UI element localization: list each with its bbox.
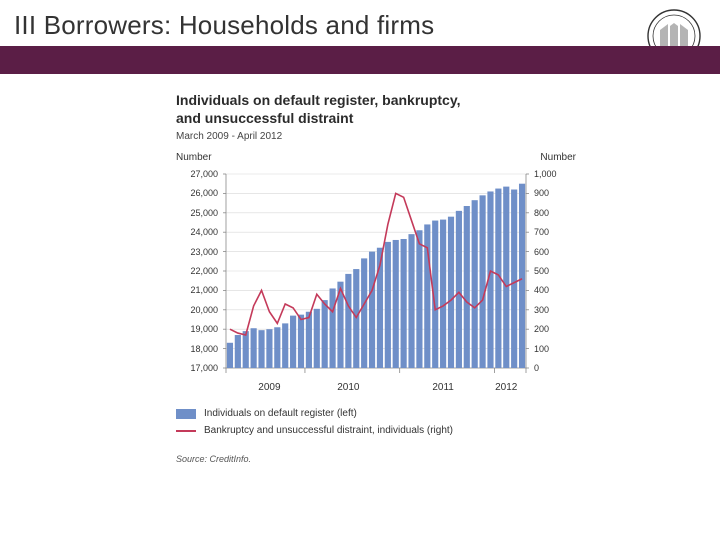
- ytick-left: 21,000: [174, 285, 218, 295]
- page-title: III Borrowers: Households and firms: [14, 10, 434, 41]
- axis-labels: Number Number: [176, 152, 576, 166]
- chart-date-range: March 2009 - April 2012: [176, 131, 576, 142]
- axis-left-label: Number: [176, 152, 212, 163]
- legend-item-line: Bankruptcy and unsuccessful distraint, i…: [176, 425, 576, 436]
- slide: III Borrowers: Households and firms Indi…: [0, 0, 720, 540]
- ytick-left: 23,000: [174, 247, 218, 257]
- chart-panel: Individuals on default register, bankrup…: [176, 92, 576, 464]
- ytick-right: 0: [534, 363, 574, 373]
- ytick-right: 500: [534, 266, 574, 276]
- ytick-left: 18,000: [174, 344, 218, 354]
- axis-right-label: Number: [540, 152, 576, 163]
- ytick-left: 17,000: [174, 363, 218, 373]
- ytick-right: 800: [534, 208, 574, 218]
- ytick-right: 1,000: [534, 169, 574, 179]
- legend-line-label: Bankruptcy and unsuccessful distraint, i…: [204, 425, 453, 436]
- accent-bar: [0, 46, 720, 74]
- ytick-left: 19,000: [174, 324, 218, 334]
- ytick-left: 26,000: [174, 188, 218, 198]
- chart-svg: [176, 168, 576, 398]
- xtick-year: 2011: [432, 382, 454, 393]
- ytick-right: 900: [534, 188, 574, 198]
- chart-title-line1: Individuals on default register, bankrup…: [176, 92, 460, 108]
- ytick-right: 100: [534, 344, 574, 354]
- ytick-left: 22,000: [174, 266, 218, 276]
- legend-item-bars: Individuals on default register (left): [176, 408, 576, 419]
- ytick-left: 27,000: [174, 169, 218, 179]
- chart-plot: 27,000 1,000 26,000 900 25,000 800 24,000 700 23…: [176, 168, 576, 378]
- ytick-left: 25,000: [174, 208, 218, 218]
- xtick-year: 2010: [337, 382, 359, 393]
- legend-swatch-bar-icon: [176, 409, 196, 419]
- ytick-right: 200: [534, 324, 574, 334]
- header: III Borrowers: Households and firms: [0, 0, 720, 60]
- ytick-right: 400: [534, 285, 574, 295]
- xtick-year: 2012: [495, 382, 517, 393]
- legend-bar-label: Individuals on default register (left): [204, 408, 357, 419]
- ytick-left: 20,000: [174, 305, 218, 315]
- legend-swatch-line-icon: [176, 430, 196, 432]
- chart-title: Individuals on default register, bankrup…: [176, 92, 576, 127]
- chart-source: Source: CreditInfo.: [176, 454, 576, 464]
- ytick-left: 24,000: [174, 227, 218, 237]
- xtick-year: 2009: [258, 382, 280, 393]
- ytick-right: 700: [534, 227, 574, 237]
- chart-title-line2: and unsuccessful distraint: [176, 110, 353, 126]
- legend: Individuals on default register (left) B…: [176, 408, 576, 436]
- ytick-right: 600: [534, 247, 574, 257]
- ytick-right: 300: [534, 305, 574, 315]
